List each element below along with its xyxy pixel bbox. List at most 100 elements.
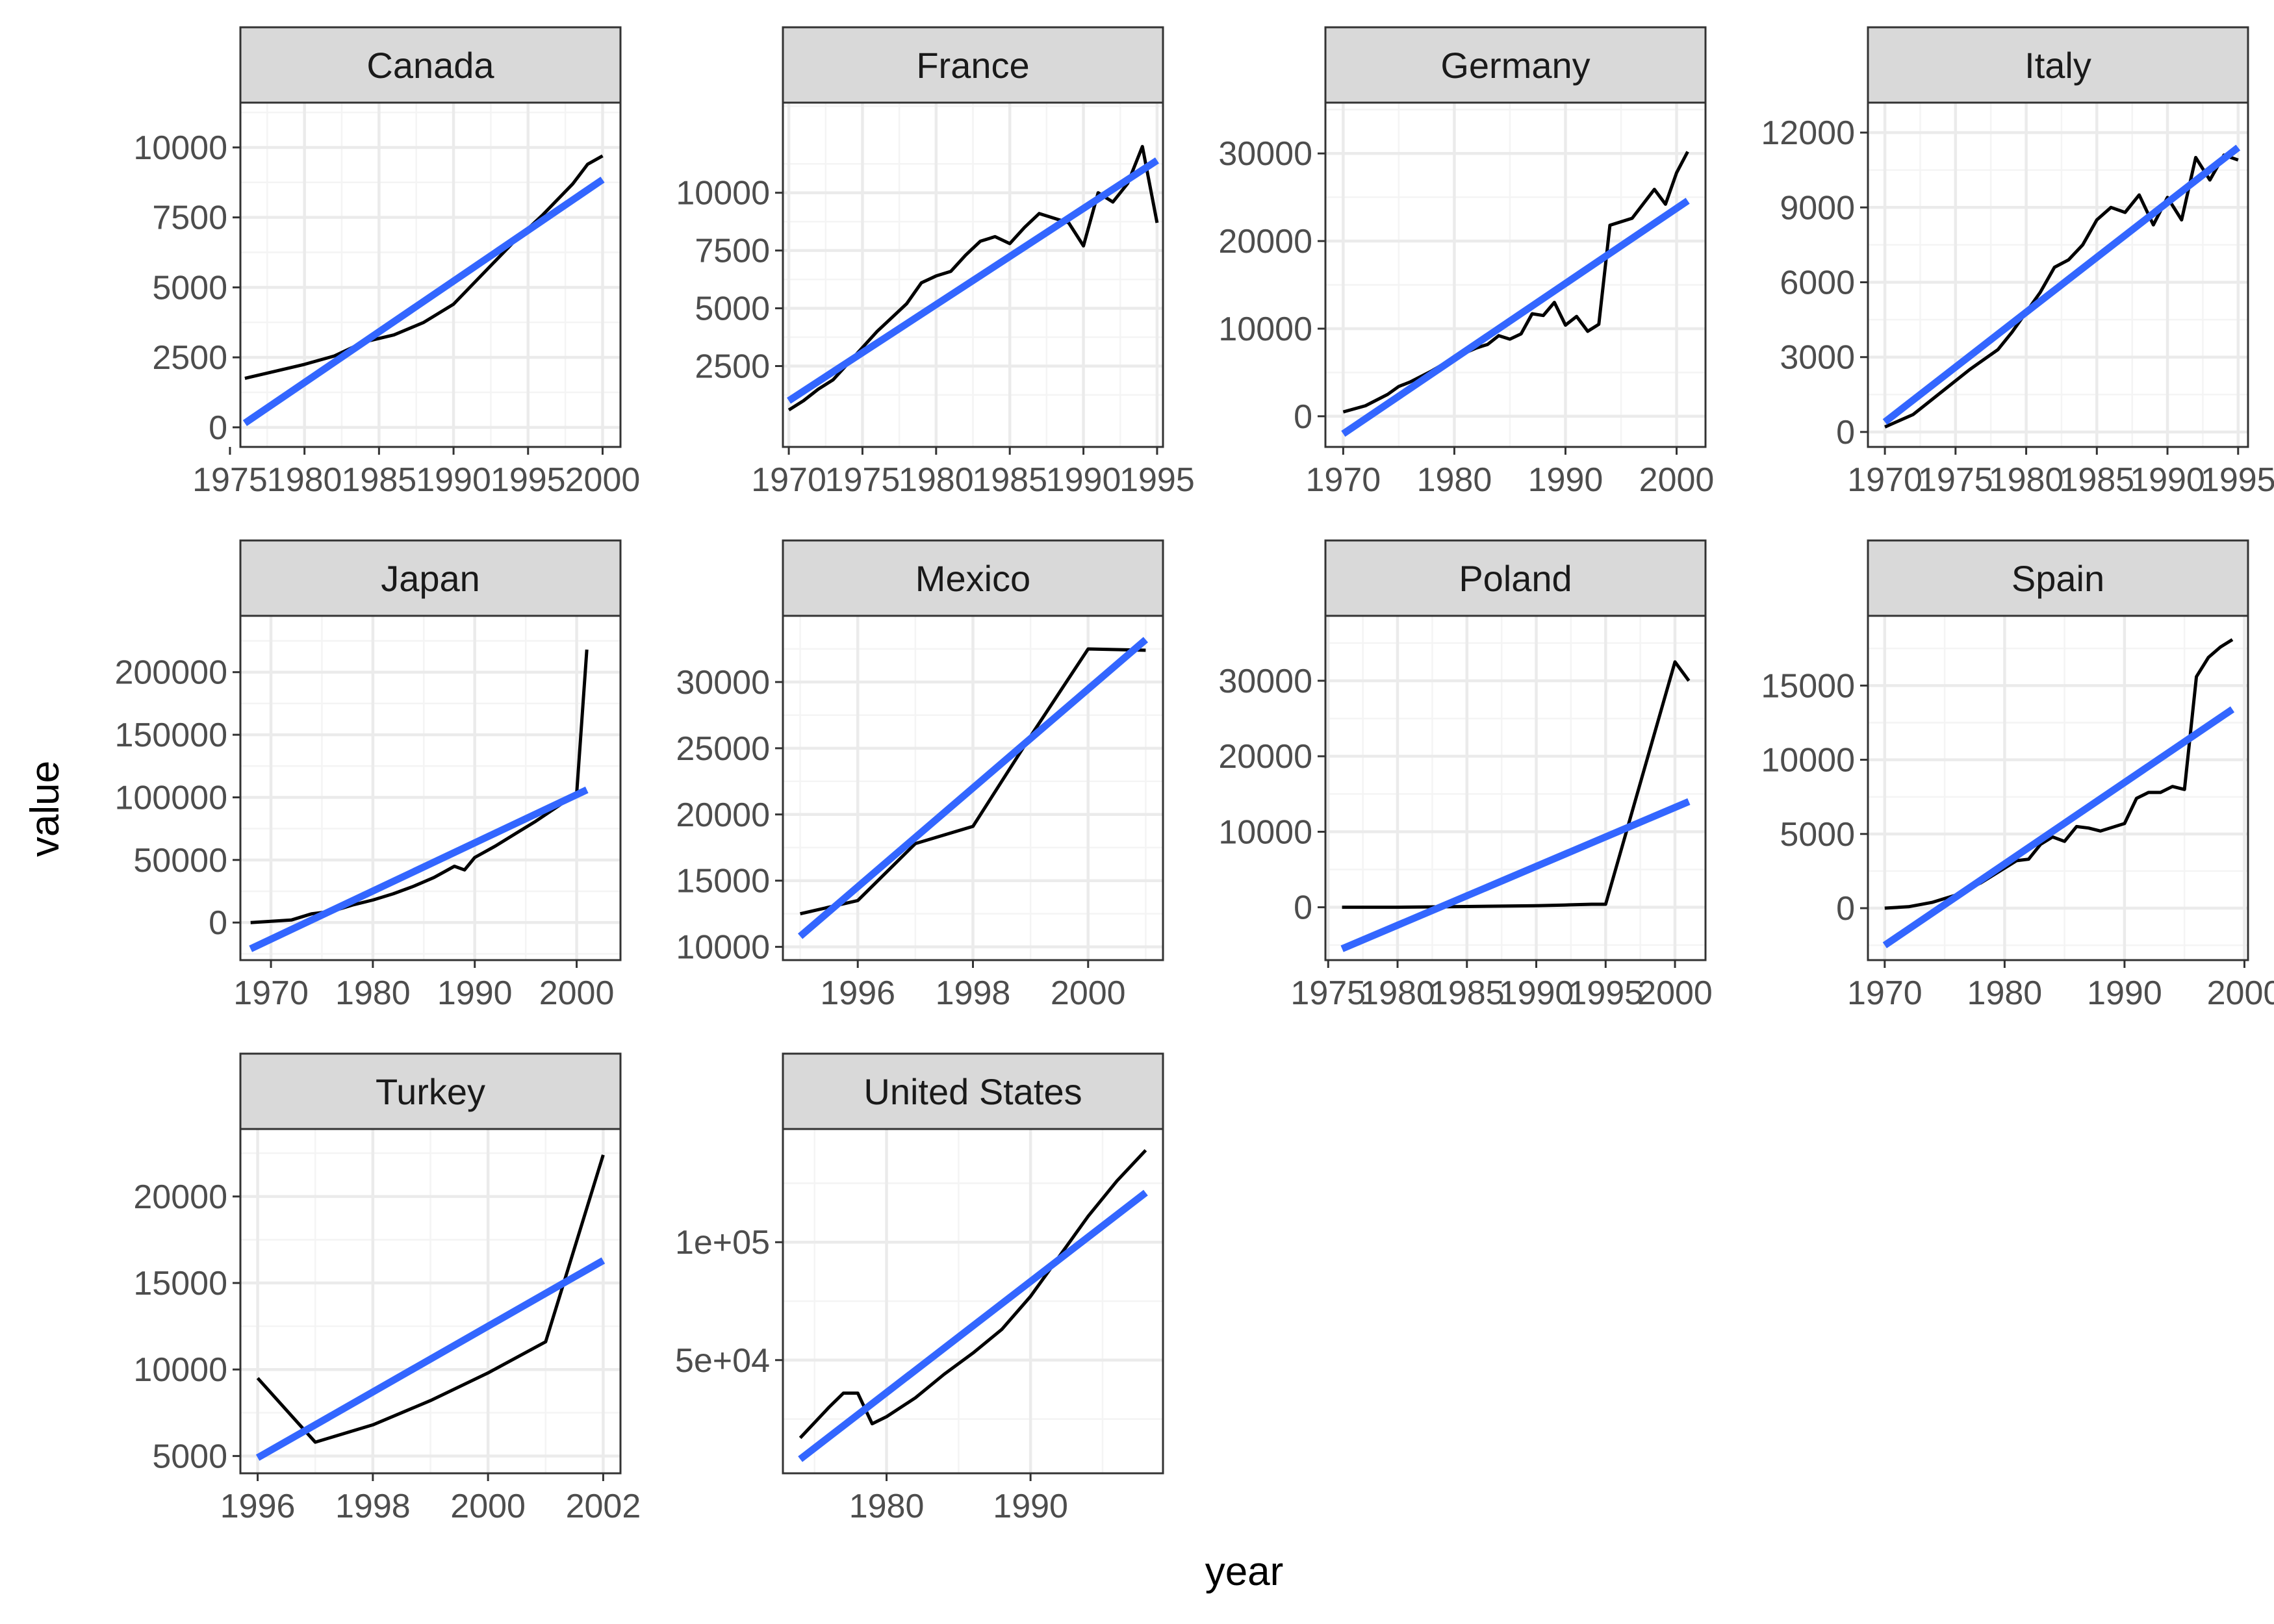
y-tick-label: 30000 (1218, 135, 1312, 173)
x-tick-label: 2000 (1639, 461, 1715, 499)
facet-strip (239, 539, 622, 617)
x-tick-label: 1990 (2130, 461, 2205, 499)
facet-strip (1867, 26, 2249, 104)
data-line-canada (244, 154, 604, 380)
y-tick-label: 10000 (133, 129, 227, 167)
y-tick-label: 9000 (1780, 189, 1855, 227)
panel-plot-area (1868, 103, 2248, 447)
fit-line-canada (242, 176, 605, 426)
y-tick-label: 7500 (695, 233, 770, 270)
fit-line-united-states (798, 1189, 1148, 1462)
facet-strip-label: Spain (2012, 558, 2104, 599)
y-tick-label: 5e+04 (675, 1342, 770, 1380)
y-tick-label: 200000 (114, 654, 227, 692)
x-tick-label: 1998 (936, 974, 1011, 1012)
facet-strip (1867, 539, 2249, 617)
panel-plot-area (783, 103, 1163, 447)
y-tick-label: 100000 (114, 779, 227, 817)
fit-line-turkey (255, 1257, 606, 1461)
y-tick-label: 7500 (152, 199, 227, 237)
y-tick-label: 10000 (133, 1351, 227, 1389)
x-tick-label: 2002 (566, 1488, 641, 1525)
x-tick-label: 1985 (1429, 974, 1505, 1012)
x-tick-label: 1975 (825, 461, 901, 499)
y-tick-label: 2500 (152, 339, 227, 377)
x-tick-label: 1996 (220, 1488, 296, 1525)
x-tick-label: 1990 (1528, 461, 1603, 499)
y-tick-label: 10000 (676, 175, 770, 212)
y-tick-label: 0 (1294, 398, 1312, 436)
panel-plot-area (240, 103, 620, 447)
x-tick-label: 1995 (1119, 461, 1195, 499)
y-tick-label: 10000 (1218, 813, 1312, 851)
fit-line-mexico (798, 637, 1148, 939)
x-tick-label: 1975 (1918, 461, 1993, 499)
x-tick-label: 1990 (993, 1488, 1068, 1525)
x-tick-label: 1970 (1847, 974, 1923, 1012)
panel-plot-area (783, 1129, 1163, 1473)
y-tick-label: 0 (209, 409, 227, 447)
facet-strip-label: Mexico (915, 558, 1030, 599)
x-tick-label: 2000 (1051, 974, 1126, 1012)
y-tick-label: 0 (1836, 890, 1855, 928)
panel-japan: Japan 0 50000 100000 150000 200000 1970 1980 199… (114, 539, 622, 1012)
x-tick-label: 1985 (342, 461, 417, 499)
x-tick-label: 1970 (233, 974, 309, 1012)
y-tick-label: 0 (1836, 414, 1855, 451)
panel-background (240, 103, 620, 447)
facet-strip (1324, 26, 1707, 104)
data-line-poland (1342, 660, 1691, 909)
facet-strip-label: Japan (381, 558, 480, 599)
x-tick-label: 1998 (335, 1488, 411, 1525)
panel-plot-area (240, 616, 620, 960)
x-tick-label: 1975 (192, 461, 268, 499)
fit-line-italy (1882, 144, 2241, 425)
x-tick-label: 2000 (2207, 974, 2274, 1012)
y-tick-label: 0 (1294, 889, 1312, 927)
x-tick-label: 1980 (899, 461, 974, 499)
x-tick-label: 1995 (491, 461, 566, 499)
fit-line-japan (249, 786, 589, 952)
x-tick-label: 1980 (1360, 974, 1435, 1012)
panel-canada: Canada 0 2500 5000 7500 10000 1975 1980 1985 1990… (133, 26, 640, 499)
facet-strip-label: Italy (2025, 45, 2091, 86)
x-tick-label: 1970 (1306, 461, 1381, 499)
y-tick-label: 15000 (676, 863, 770, 900)
facet-strip (782, 1052, 1164, 1130)
y-tick-label: 5000 (152, 1438, 227, 1475)
x-tick-label: 1980 (849, 1488, 925, 1525)
x-tick-label: 1975 (1290, 974, 1366, 1012)
facet-strip-label: United States (863, 1071, 1082, 1112)
y-tick-label: 12000 (1761, 114, 1855, 152)
x-tick-label: 1995 (1568, 974, 1643, 1012)
y-tick-label: 10000 (676, 929, 770, 967)
x-tick-label: 1990 (416, 461, 491, 499)
panel-germany: Germany 0 10000 20000 30000 1970 1980 1990 2000 (1218, 26, 1715, 499)
x-tick-label: 2000 (1637, 974, 1713, 1012)
fit-line-spain (1882, 706, 2235, 948)
facet-strip-label: Germany (1440, 45, 1590, 86)
y-tick-label: 20000 (133, 1178, 227, 1216)
y-tick-label: 20000 (1218, 738, 1312, 776)
facet-strip (782, 26, 1164, 104)
x-tick-label: 1990 (1046, 461, 1121, 499)
y-tick-label: 50000 (133, 842, 227, 880)
y-tick-label: 30000 (676, 664, 770, 702)
panel-plot-area (240, 1129, 620, 1473)
data-line-mexico (800, 647, 1146, 916)
panel-poland: Poland 0 10000 20000 30000 197519801985199019… (1218, 539, 1713, 1012)
panel-plot-area (1868, 616, 2248, 960)
y-tick-label: 5000 (152, 269, 227, 307)
y-tick-label: 20000 (676, 796, 770, 834)
panel-border (239, 1128, 622, 1475)
panel-italy: Italy03000600090001200019701975198019851… (1761, 26, 2274, 499)
x-axis-title: year (1205, 1549, 1284, 1594)
facet-strip-label: Canada (366, 45, 494, 86)
x-tick-label: 1970 (1847, 461, 1923, 499)
y-axis-title: value (23, 761, 68, 857)
x-tick-label: 1980 (1989, 461, 2064, 499)
facet-strip (239, 1052, 622, 1130)
panel-border (782, 1128, 1164, 1475)
